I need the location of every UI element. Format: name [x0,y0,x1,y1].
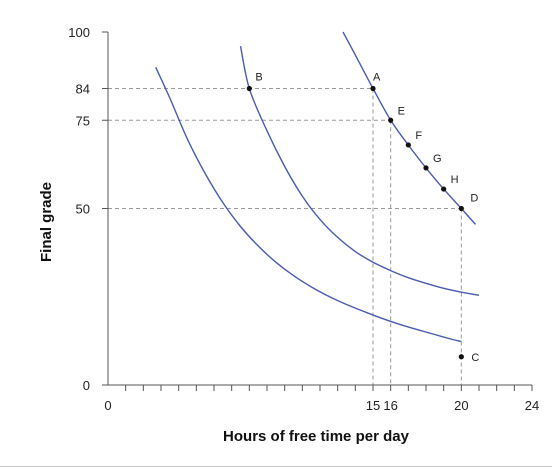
curve-line-3 [342,31,477,225]
point-label-a: A [373,71,381,83]
point-label-e: E [398,105,405,117]
divider [0,466,552,467]
point-c [458,354,464,360]
dashed-guides [108,87,462,385]
curve-series [155,31,480,343]
x-tick-label: 15 [366,398,380,413]
y-tick-label: 0 [83,378,90,393]
data-points: A B C D E FGH [246,71,479,364]
x-tick-label: 0 [104,398,111,413]
x-tick-label: 24 [525,398,539,413]
x-axis-title: Hours of free time per day [223,428,410,445]
y-tick-label: 50 [76,202,90,217]
axis-ticks: 0 15 16 20 24 0 50 75 84 100 [68,25,539,413]
x-tick-label: 20 [454,398,468,413]
y-tick-label: 84 [76,81,90,96]
y-axis-title: Final grade [38,182,55,262]
point-label-h: H [451,174,459,186]
point-h [441,186,447,192]
point-label-b: B [255,71,262,83]
point-f [405,142,411,148]
point-label-d: D [470,193,478,205]
curve-line-2 [239,45,480,296]
x-tick-label: 16 [383,398,397,413]
point-g [423,165,429,171]
point-label-c: C [471,352,479,364]
point-label-g: G [433,153,442,165]
point-e [388,117,394,123]
point-b [246,85,252,92]
point-a [370,85,376,92]
y-tick-label: 100 [68,25,90,40]
curve-line-1 [155,67,462,343]
point-d [458,205,464,212]
point-label-f: F [415,130,422,142]
y-tick-label: 75 [76,113,90,128]
